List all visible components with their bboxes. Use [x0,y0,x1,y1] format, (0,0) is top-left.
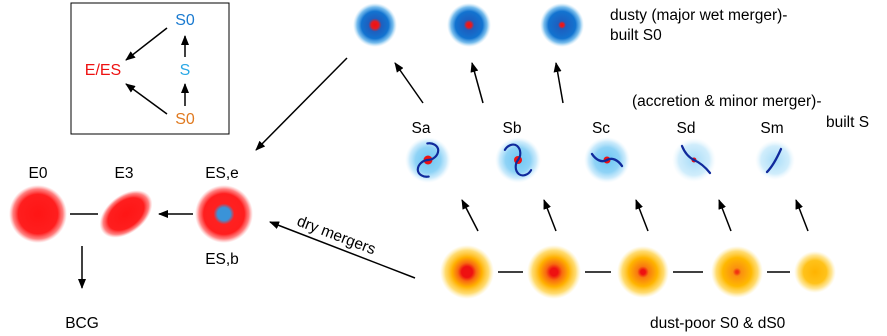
es-galaxy-icon [195,185,253,243]
dust-poor-s0-galaxy-icon [527,245,581,299]
dusty-s0-galaxy-icon [447,3,491,47]
label-e3: E3 [115,165,134,182]
arrow-dust-poor-to-sa [461,199,479,232]
dust-poor-s0-galaxy-icon [711,246,763,298]
dusty-s0-galaxy-icon [353,3,397,47]
label-es-b: ES,b [205,251,239,268]
arrow-dry-mergers [269,221,416,279]
label-sd: Sd [677,120,696,137]
dust-poor-label: dust-poor S0 & dS0 [650,315,786,332]
dusty-label-line2: built S0 [610,27,662,44]
arrow-sb-to-dusty-s0 [470,62,484,104]
spiral-sequence: (accretion & minor merger)- built S Sa S… [405,93,869,183]
dusty-s0-galaxy-icon [540,3,584,47]
inset-s0-top-label: S0 [175,12,195,29]
spiral-galaxy-icon [672,138,716,182]
accretion-label-line2: built S [826,114,869,131]
inset-e-es-label: E/ES [85,62,121,79]
label-sc: Sc [592,120,610,137]
inset-arrow-s0-bottom-to-e-es [125,83,168,115]
dust-poor-s0-galaxy-icon [440,245,494,299]
dusty-label-line1: dusty (major wet merger)- [610,7,787,24]
label-es-e: ES,e [205,165,239,182]
label-e0: E0 [29,165,48,182]
elliptical-galaxy-icon [99,190,153,238]
inset-s0-bottom-label: S0 [175,111,195,128]
accretion-label-line1: (accretion & minor merger)- [632,93,822,110]
spiral-galaxy-icon [755,140,795,180]
arrow-sc-to-dusty-s0 [553,62,564,104]
spiral-galaxy-icon [495,137,541,183]
arrow-dust-poor-to-sb [543,199,557,232]
arrow-sa-to-dusty-s0 [394,62,424,104]
elliptical-group: E0 E3 ES,e ES,b BCG [9,165,253,332]
label-sa: Sa [412,120,431,137]
dust-poor-s0-row: dust-poor S0 & dS0 [440,245,836,332]
elliptical-galaxy-icon [9,185,67,243]
dust-poor-s0-galaxy-icon [617,246,669,298]
arrow-dust-poor-to-sc [635,199,649,232]
dusty-s0-row: dusty (major wet merger)- built S0 [353,3,787,47]
arrow-dusty-s0-to-es [255,57,348,151]
inset-frame [70,2,230,135]
arrow-dust-poor-to-sd [718,199,732,232]
dust-poor-s0-galaxy-icon [794,251,836,293]
spiral-galaxy-icon [405,137,451,183]
arrow-dust-poor-to-sm [795,199,809,232]
inset-arrow-s0-to-e-es [125,27,168,61]
inset-legend: S0 S S0 E/ES [70,2,230,135]
label-bcg: BCG [65,315,99,332]
label-sm: Sm [760,120,783,137]
label-sb: Sb [503,120,522,137]
spiral-galaxy-icon [584,137,630,183]
inset-s-label: S [180,62,191,79]
